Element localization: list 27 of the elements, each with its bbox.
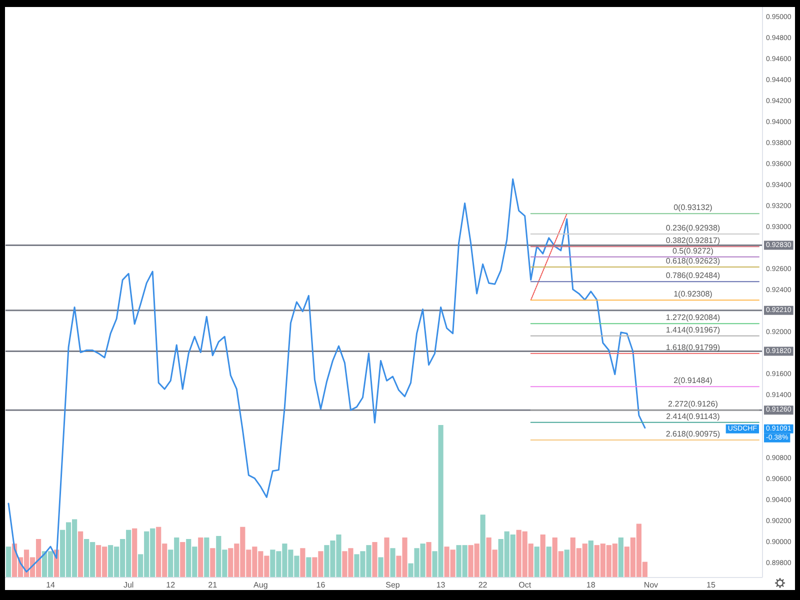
- x-tick-label: 15: [706, 580, 716, 590]
- series-label: 2.618(0.90975): [666, 430, 720, 439]
- x-tick-label: Oct: [518, 580, 532, 590]
- series-label: 2.414(0.91143): [666, 412, 720, 421]
- series-label: 0(0.93132): [674, 203, 713, 212]
- series-label: 1.414(0.91967): [666, 325, 720, 334]
- series-label: 0.786(0.92484): [666, 271, 720, 280]
- x-tick-label: 22: [478, 580, 488, 590]
- series-label: 1(0.92308): [674, 290, 713, 299]
- series-label: 1.272(0.92084): [666, 313, 720, 322]
- x-tick-label: Sep: [386, 580, 400, 590]
- x-tick-label: 18: [586, 580, 596, 590]
- series-label: 0.618(0.92623): [666, 256, 720, 266]
- x-tick-label: 13: [436, 580, 446, 590]
- x-tick-label: 16: [316, 580, 326, 590]
- series-label: 2.272(0.9126): [668, 400, 718, 409]
- x-tick-label: 21: [208, 580, 218, 590]
- x-tick-label: Aug: [254, 580, 268, 590]
- series-label: 1.618(0.91799): [666, 343, 720, 352]
- x-tick-label: 12: [166, 580, 176, 590]
- x-tick-label: Jul: [123, 580, 134, 590]
- series-label: 0.5(0.9272): [672, 246, 714, 256]
- x-tick-label: Nov: [644, 580, 658, 590]
- series-label: 0.382(0.92817): [666, 236, 720, 246]
- x-tick-label: 14: [46, 580, 56, 590]
- series-label: 2(0.91484): [674, 376, 713, 386]
- series-label: 0.236(0.92938): [666, 223, 720, 232]
